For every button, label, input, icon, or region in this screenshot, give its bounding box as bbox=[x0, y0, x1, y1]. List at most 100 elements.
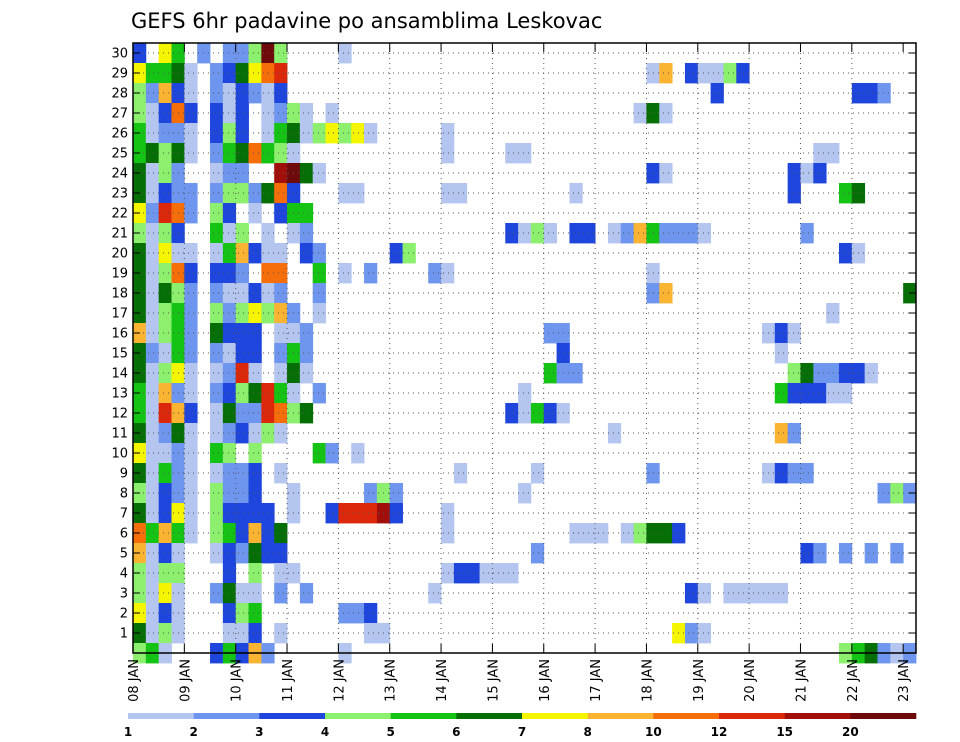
heat-cell bbox=[505, 223, 519, 244]
heat-cell bbox=[235, 43, 249, 64]
heat-cell bbox=[723, 63, 737, 84]
heat-cell bbox=[530, 223, 545, 244]
heat-cell bbox=[261, 423, 275, 444]
heat-cell bbox=[299, 343, 314, 364]
heat-cell bbox=[184, 63, 198, 84]
heat-cell bbox=[659, 223, 673, 244]
heat-cell bbox=[338, 43, 352, 64]
heat-cell bbox=[210, 123, 224, 144]
heat-cell bbox=[145, 623, 160, 644]
heat-cell bbox=[248, 423, 262, 444]
heat-cell bbox=[826, 383, 840, 404]
x-tick-label: 14 JAN bbox=[435, 659, 450, 702]
heat-cell bbox=[210, 203, 224, 224]
heat-cell bbox=[235, 623, 249, 644]
heat-cell bbox=[210, 163, 224, 184]
heat-cell bbox=[633, 103, 647, 124]
heat-cell bbox=[145, 563, 160, 584]
heat-cell bbox=[210, 183, 224, 204]
x-tick-label: 16 JAN bbox=[538, 659, 553, 702]
heat-cell bbox=[222, 483, 237, 504]
heat-cell bbox=[248, 243, 262, 264]
heat-cell bbox=[261, 83, 275, 104]
heat-cell bbox=[145, 463, 160, 484]
heat-cell bbox=[543, 323, 557, 344]
x-tick-label: 22 JAN bbox=[846, 659, 861, 702]
heat-cell bbox=[145, 143, 160, 164]
heat-cell bbox=[684, 623, 699, 644]
heat-cell bbox=[325, 443, 339, 464]
heat-cell bbox=[774, 463, 789, 484]
colorbar-label: 2 bbox=[189, 725, 197, 739]
y-tick-label: 6 bbox=[120, 527, 128, 542]
heat-cell bbox=[274, 523, 288, 544]
heat-cell bbox=[158, 463, 172, 484]
heat-cell bbox=[569, 363, 583, 384]
heat-cell bbox=[659, 63, 673, 84]
heat-cell bbox=[210, 343, 224, 364]
colorbar-legend: 1 2 3 4 5 6 7 8 10 12 15 20 bbox=[124, 713, 917, 739]
heat-cell bbox=[210, 543, 224, 564]
heat-cell bbox=[145, 543, 160, 564]
heat-cell bbox=[274, 423, 288, 444]
y-tick-label: 11 bbox=[111, 427, 128, 442]
heat-cell bbox=[325, 103, 339, 124]
heat-cell bbox=[838, 383, 853, 404]
y-tick-label: 30 bbox=[111, 47, 128, 62]
heat-cell bbox=[364, 503, 378, 524]
heat-cell bbox=[210, 143, 224, 164]
heat-cell bbox=[158, 503, 172, 524]
heat-cell bbox=[210, 63, 224, 84]
heat-cell bbox=[299, 363, 314, 384]
heat-cell bbox=[235, 283, 249, 304]
heat-cell bbox=[235, 583, 249, 604]
heat-cell bbox=[222, 223, 237, 244]
heat-cell bbox=[826, 363, 840, 384]
heat-cell bbox=[158, 303, 172, 324]
y-axis: 1234567891011121314151617181920212223242… bbox=[111, 47, 916, 642]
heat-cell bbox=[787, 383, 801, 404]
heat-cell bbox=[659, 103, 673, 124]
heat-cell bbox=[248, 383, 262, 404]
heat-cell bbox=[787, 323, 801, 344]
colorbar-label: 6 bbox=[452, 725, 460, 739]
heat-cell bbox=[325, 503, 339, 524]
heat-cell bbox=[274, 283, 288, 304]
heat-cell bbox=[235, 103, 249, 124]
heat-cell bbox=[222, 303, 237, 324]
heat-cell bbox=[235, 243, 249, 264]
heat-cell bbox=[312, 283, 326, 304]
colorbar-label: 7 bbox=[518, 725, 526, 739]
heat-cell bbox=[184, 523, 198, 544]
heat-cell bbox=[158, 263, 172, 284]
heat-cell bbox=[222, 203, 237, 224]
colorbar-swatch bbox=[128, 713, 194, 719]
heat-cell bbox=[261, 283, 275, 304]
heat-cell bbox=[248, 523, 262, 544]
heat-cell bbox=[222, 523, 237, 544]
heat-cell bbox=[595, 523, 609, 544]
heat-cell bbox=[774, 583, 789, 604]
heat-cell bbox=[184, 443, 198, 464]
heat-cell bbox=[158, 443, 172, 464]
heat-cell bbox=[684, 63, 699, 84]
y-tick-label: 13 bbox=[111, 387, 128, 402]
heat-cell bbox=[184, 423, 198, 444]
heat-cell bbox=[518, 483, 532, 504]
y-tick-label: 15 bbox=[111, 347, 128, 362]
heat-cell bbox=[145, 403, 160, 424]
heat-cell bbox=[299, 403, 314, 424]
heat-cell bbox=[505, 143, 519, 164]
heat-cell bbox=[145, 183, 160, 204]
heat-cell bbox=[248, 203, 262, 224]
heat-cell bbox=[787, 463, 801, 484]
heat-cell bbox=[530, 403, 545, 424]
heat-cell bbox=[235, 463, 249, 484]
heat-cell bbox=[607, 223, 622, 244]
x-tick-label: 12 JAN bbox=[332, 659, 347, 702]
heat-cell bbox=[453, 183, 468, 204]
x-tick-label: 11 JAN bbox=[281, 659, 296, 702]
heat-cell bbox=[158, 483, 172, 504]
y-tick-label: 12 bbox=[111, 407, 128, 422]
y-tick-label: 14 bbox=[111, 367, 128, 382]
